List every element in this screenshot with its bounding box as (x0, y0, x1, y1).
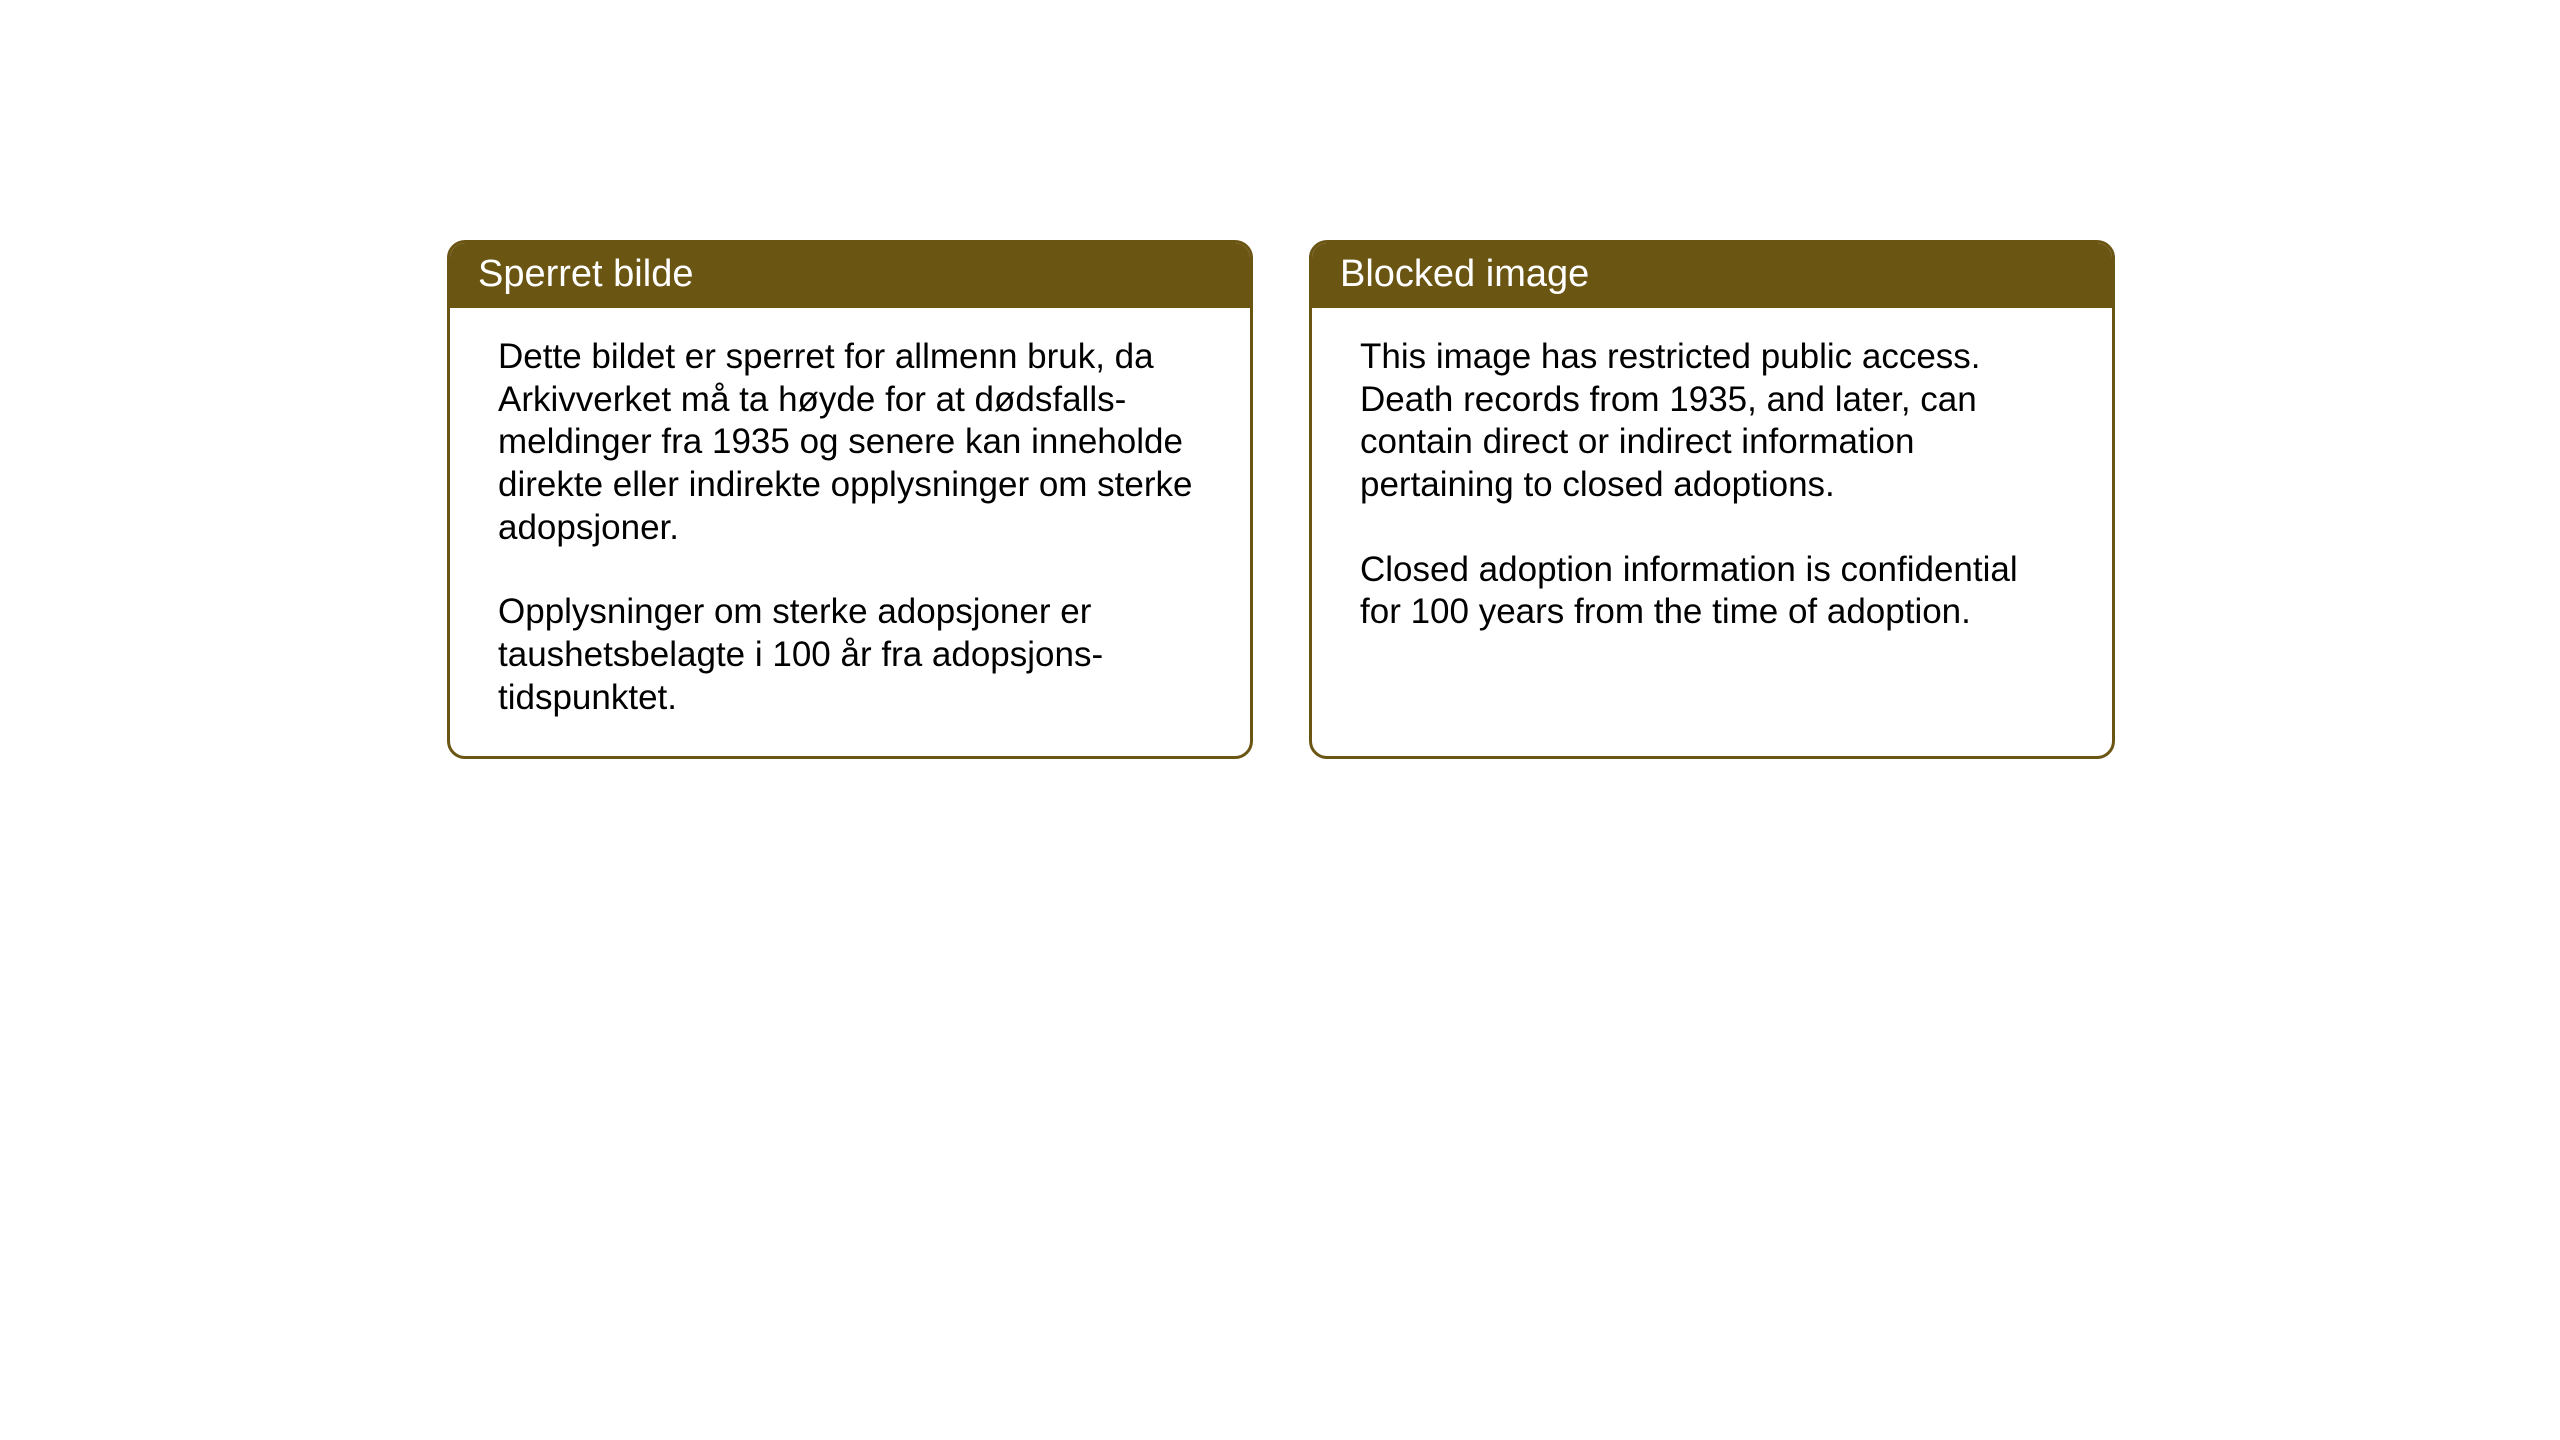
card-paragraph: Closed adoption information is confident… (1360, 549, 2068, 634)
notice-container: Sperret bilde Dette bildet er sperret fo… (447, 240, 2115, 759)
card-title-english: Blocked image (1340, 253, 1589, 295)
card-body-norwegian: Dette bildet er sperret for allmenn bruk… (450, 308, 1250, 756)
card-header-norwegian: Sperret bilde (450, 243, 1250, 308)
card-paragraph: This image has restricted public access.… (1360, 336, 2068, 507)
card-header-english: Blocked image (1312, 243, 2112, 308)
notice-card-english: Blocked image This image has restricted … (1309, 240, 2115, 759)
card-body-english: This image has restricted public access.… (1312, 308, 2112, 670)
card-title-norwegian: Sperret bilde (478, 253, 693, 295)
card-paragraph: Opplysninger om sterke adopsjoner er tau… (498, 591, 1206, 719)
notice-card-norwegian: Sperret bilde Dette bildet er sperret fo… (447, 240, 1253, 759)
card-paragraph: Dette bildet er sperret for allmenn bruk… (498, 336, 1206, 549)
